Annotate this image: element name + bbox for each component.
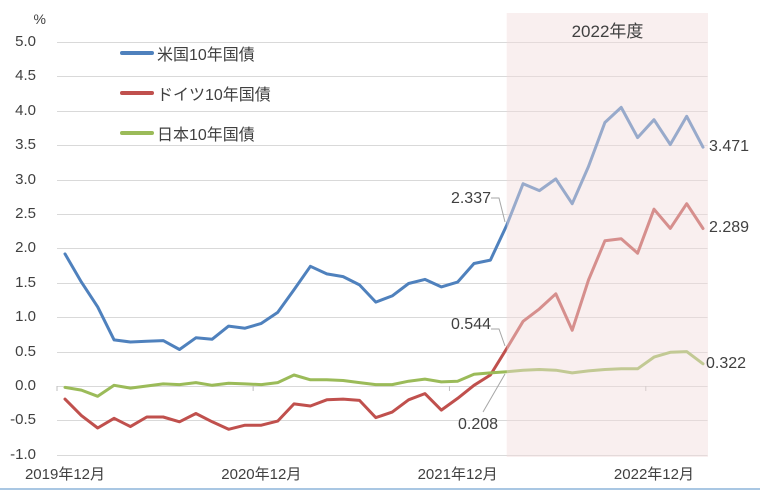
series-line-2 [63,350,705,398]
x-tick-label: 2019年12月 [24,466,106,483]
x-tick-label: 2022年12月 [613,466,694,483]
legend-label-germany: ドイツ10年国債 [157,87,271,104]
fiscal-2022-region [506,13,708,457]
y-tick-label: 3.0 [15,170,36,188]
bottom-border-line [0,488,760,490]
legend-label-us: 米国10年国債 [157,47,255,64]
annotation-germany-end-value: 2.289 [709,219,750,236]
y-tick-label: -1.0 [10,445,36,463]
annotation-leader-line [482,373,506,413]
series-line-0 [63,105,705,351]
y-tick-label: 0.0 [15,377,36,394]
y-tick-label: 5.0 [15,33,36,50]
legend-item-us: 米国10年国債 [120,44,271,64]
legend-item-japan: 日本10年国債 [120,124,271,144]
japan-line-swatch-icon [120,131,154,135]
y-tick-label: 1.0 [15,308,36,326]
germany-line-swatch-icon [120,91,154,95]
annotation-leader-line [491,328,506,347]
y-tick-label: -0.5 [10,411,36,429]
x-tick-label: 2021年12月 [417,466,498,483]
y-tick-label: 2.0 [15,239,36,257]
y-tick-label: 4.5 [15,67,36,85]
y-axis-unit: % [33,11,46,27]
series-line-1 [63,202,705,431]
fiscal-2022-region-label: 2022年度 [571,22,644,41]
legend-label-japan: 日本10年国債 [157,127,255,144]
y-tick-label: 4.0 [15,101,36,119]
legend: 米国10年国債 ドイツ10年国債 日本10年国債 [120,44,271,164]
y-tick-label: 1.5 [15,273,36,291]
annotation-japan-end-value: 0.322 [706,355,747,372]
legend-item-germany: ドイツ10年国債 [120,84,271,104]
annotation-us-end-value: 3.471 [709,138,750,155]
y-tick-label: 0.5 [15,342,36,360]
annotation-us-boundary-value: 2.337 [450,190,491,207]
y-tick-label: 2.5 [15,205,36,222]
annotation-leader-line [491,197,506,223]
x-tick-label: 2020年12月 [221,466,302,483]
annotation-japan-boundary-value: 0.208 [457,416,499,433]
annotation-germany-boundary-value: 0.544 [450,316,491,333]
y-tick-label: 3.5 [15,136,36,154]
us-line-swatch-icon [120,51,154,55]
